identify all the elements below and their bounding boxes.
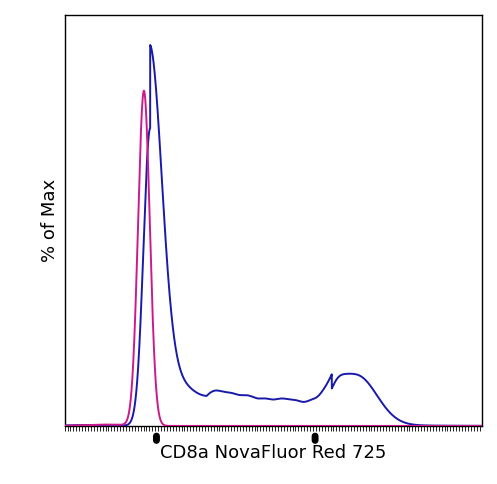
Y-axis label: % of Max: % of Max	[41, 179, 59, 262]
X-axis label: CD8a NovaFluor Red 725: CD8a NovaFluor Red 725	[160, 444, 387, 462]
